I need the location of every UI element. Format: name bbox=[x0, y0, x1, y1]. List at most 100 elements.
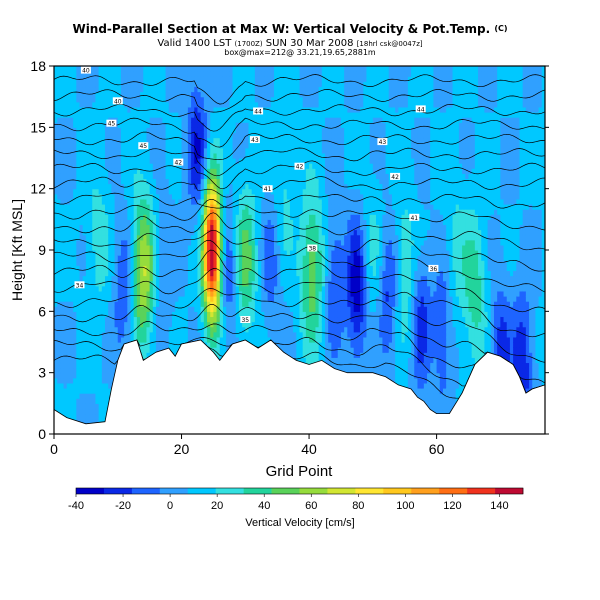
field-cell bbox=[213, 158, 218, 164]
field-cell bbox=[235, 229, 240, 236]
field-cell bbox=[171, 255, 176, 261]
field-cell bbox=[69, 413, 74, 420]
field-cell bbox=[171, 321, 176, 328]
field-cell bbox=[149, 198, 154, 205]
field-cell bbox=[120, 91, 125, 98]
field-cell bbox=[63, 234, 68, 241]
field-cell bbox=[133, 91, 138, 98]
field-cell bbox=[127, 147, 132, 154]
field-cell bbox=[120, 163, 125, 169]
field-cell bbox=[57, 229, 61, 236]
field-cell bbox=[232, 316, 237, 323]
field-cell bbox=[127, 86, 132, 93]
field-cell bbox=[114, 117, 119, 123]
field-cell bbox=[165, 265, 170, 272]
field-cell bbox=[95, 244, 100, 251]
field-cell bbox=[213, 260, 218, 266]
field-cell bbox=[92, 331, 97, 338]
field-cell bbox=[226, 76, 230, 82]
field-cell bbox=[197, 311, 202, 318]
field-cell bbox=[264, 250, 269, 256]
field-cell bbox=[146, 229, 151, 236]
field-cell bbox=[207, 270, 211, 277]
field-cell bbox=[63, 316, 68, 323]
field-cell bbox=[82, 209, 87, 215]
field-cell bbox=[200, 296, 205, 302]
field-cell bbox=[101, 260, 106, 266]
field-cell bbox=[226, 71, 230, 77]
field-cell bbox=[133, 280, 138, 287]
field-cell bbox=[136, 244, 141, 251]
field-cell bbox=[264, 71, 269, 77]
field-cell bbox=[98, 183, 103, 190]
field-cell bbox=[254, 250, 259, 256]
field-cell bbox=[254, 122, 259, 128]
field-cell bbox=[66, 311, 71, 318]
field-cell bbox=[120, 316, 125, 323]
field-cell bbox=[92, 244, 97, 251]
field-cell bbox=[146, 163, 151, 169]
field-cell bbox=[66, 301, 71, 307]
field-cell bbox=[92, 280, 97, 287]
field-cell bbox=[92, 234, 97, 241]
field-cell bbox=[82, 296, 87, 302]
field-cell bbox=[162, 306, 167, 312]
field-cell bbox=[82, 122, 87, 128]
field-cell bbox=[159, 66, 163, 72]
field-cell bbox=[222, 178, 227, 185]
field-cell bbox=[114, 229, 119, 236]
field-cell bbox=[242, 127, 246, 134]
field-cell bbox=[219, 193, 224, 200]
field-cell bbox=[69, 229, 74, 236]
field-cell bbox=[54, 219, 58, 226]
field-cell bbox=[200, 250, 205, 256]
field-cell bbox=[210, 296, 215, 302]
field-cell bbox=[149, 66, 154, 72]
field-cell bbox=[222, 214, 227, 220]
field-cell bbox=[261, 127, 266, 134]
field-cell bbox=[200, 280, 205, 287]
field-cell bbox=[261, 178, 266, 185]
field-cell bbox=[54, 122, 58, 128]
field-cell bbox=[133, 142, 138, 149]
field-cell bbox=[124, 229, 128, 236]
field-cell bbox=[191, 198, 195, 205]
field-cell bbox=[57, 117, 61, 123]
field-cell bbox=[213, 239, 218, 246]
field-cell bbox=[136, 106, 141, 113]
field-cell bbox=[114, 112, 119, 118]
field-cell bbox=[98, 372, 103, 379]
field-cell bbox=[191, 188, 195, 195]
field-cell bbox=[108, 188, 112, 195]
field-cell bbox=[79, 173, 84, 180]
field-cell bbox=[216, 331, 221, 338]
field-cell bbox=[95, 265, 100, 272]
field-cell bbox=[171, 132, 176, 139]
field-cell bbox=[66, 398, 71, 404]
field-cell bbox=[127, 142, 132, 149]
field-cell bbox=[171, 173, 176, 180]
field-cell bbox=[101, 270, 106, 277]
field-cell bbox=[143, 224, 148, 231]
field-cell bbox=[248, 280, 253, 287]
field-cell bbox=[242, 137, 246, 144]
field-cell bbox=[162, 296, 167, 302]
field-cell bbox=[140, 91, 144, 98]
field-cell bbox=[203, 306, 208, 312]
field-cell bbox=[156, 76, 160, 82]
field-cell bbox=[254, 168, 259, 174]
field-cell bbox=[63, 403, 68, 410]
field-cell bbox=[264, 163, 269, 169]
field-cell bbox=[105, 71, 109, 77]
field-cell bbox=[175, 306, 179, 312]
field-cell bbox=[89, 290, 93, 297]
field-cell bbox=[165, 244, 170, 251]
field-cell bbox=[76, 306, 81, 312]
field-cell bbox=[82, 306, 87, 312]
field-cell bbox=[226, 306, 230, 312]
field-cell bbox=[203, 76, 208, 82]
field-cell bbox=[73, 244, 77, 251]
field-cell bbox=[89, 285, 93, 292]
field-cell bbox=[57, 209, 61, 215]
field-cell bbox=[85, 81, 90, 88]
